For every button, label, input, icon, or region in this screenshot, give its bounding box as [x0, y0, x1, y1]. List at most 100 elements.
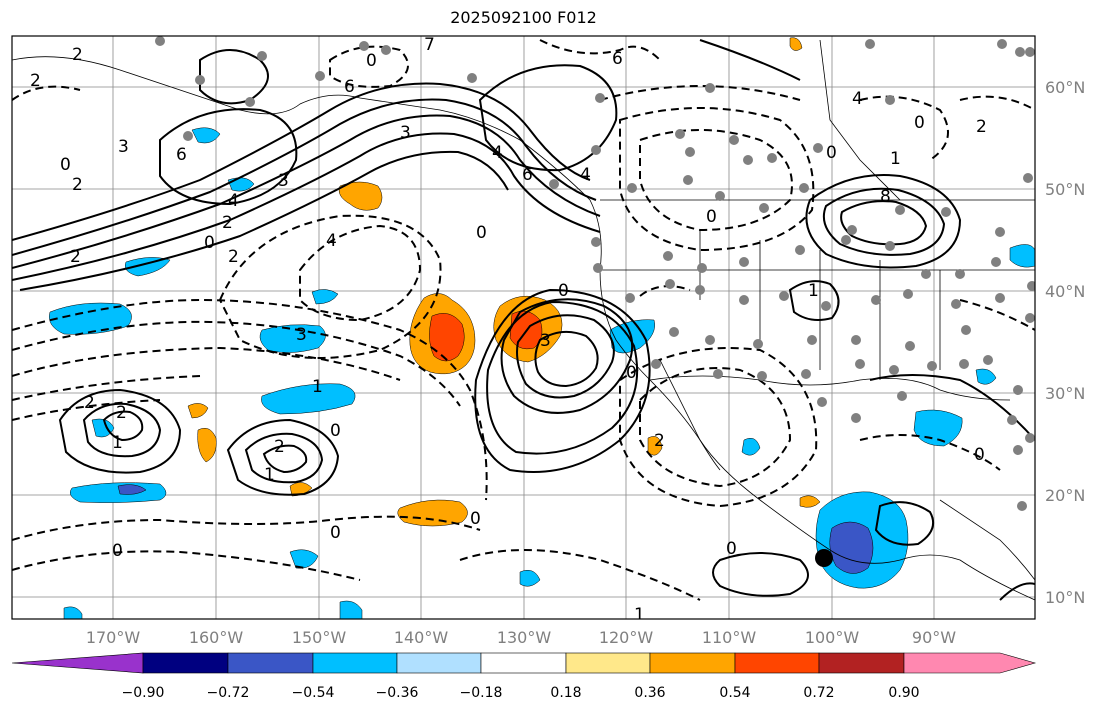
contour-label: 0 [726, 539, 737, 559]
warm-anomaly-145w [338, 181, 383, 211]
contour-label: 6 [176, 145, 187, 165]
contour-label: 3 [400, 123, 411, 143]
contour-label: 3 [118, 137, 129, 157]
cyclone-155w [226, 418, 340, 496]
contour-label: 0 [112, 541, 123, 561]
contour-label: 2 [70, 247, 81, 267]
lat-label: 40°N [1045, 282, 1085, 301]
contour-label: 2 [976, 117, 987, 137]
contour-label: 4 [852, 89, 863, 109]
high-center-north [805, 174, 962, 269]
contour-label: 4 [228, 191, 239, 211]
colorbar-tick-label: 0.36 [634, 685, 665, 701]
colorbar-tick-label: 0.72 [803, 685, 834, 701]
colorbar-segment [142, 652, 229, 674]
colorbar-ticks: −0.90 −0.72 −0.54 −0.36 −0.18 0.18 0.36 … [122, 685, 920, 701]
contour-label: 0 [826, 143, 837, 163]
lon-label: 120°W [599, 628, 654, 647]
colorbar-tick-label: −0.36 [376, 685, 419, 701]
lon-label: 140°W [394, 628, 449, 647]
contour-label: 4 [492, 143, 503, 163]
contour-label: 2 [84, 393, 95, 413]
contour-label: 3 [278, 171, 289, 191]
latitude-labels: 60°N 50°N 40°N 30°N 20°N 10°N [1045, 78, 1085, 607]
contour-label: 8 [880, 187, 891, 207]
contour-label: 0 [204, 233, 215, 253]
colorbar-tick-label: −0.90 [122, 685, 165, 701]
contours-positive [12, 39, 1035, 601]
contour-label: 2 [274, 437, 285, 457]
contour-label: 1 [264, 465, 275, 485]
cyclone-120w [500, 298, 634, 414]
colorbar-segment [11, 652, 144, 674]
colorbar-segment [818, 652, 905, 674]
lon-label: 110°W [702, 628, 757, 647]
contour-label: 0 [974, 445, 985, 465]
contour-label: 0 [60, 155, 71, 175]
lon-label: 130°W [497, 628, 552, 647]
contour-label: 4 [326, 231, 337, 251]
contour-label: 0 [330, 421, 341, 441]
contour-label: 0 [366, 51, 377, 71]
lat-label: 10°N [1045, 588, 1085, 607]
colorbar-segment [734, 652, 820, 674]
contour-label: 1 [312, 377, 323, 397]
contour-label: 0 [706, 207, 717, 227]
contour-label: 2 [72, 175, 83, 195]
location-marker [815, 549, 833, 567]
lat-label: 30°N [1045, 384, 1085, 403]
contour-label: 1 [112, 433, 123, 453]
colorbar-tick-label: −0.72 [207, 685, 250, 701]
contour-label: 1 [890, 149, 901, 169]
map-title: 2025092100 F012 [450, 8, 597, 27]
map-border [11, 35, 1036, 620]
colorbar-tick-label: 0.90 [888, 685, 919, 701]
contour-label: 1 [808, 281, 819, 301]
contour-label: 2 [222, 213, 233, 233]
longitude-labels: 170°W 160°W 150°W 140°W 130°W 120°W 110°… [86, 628, 956, 647]
lon-label: 90°W [912, 628, 956, 647]
contour-label: 0 [558, 281, 569, 301]
lon-label: 150°W [292, 628, 347, 647]
colorbar-tick-label: 0.54 [719, 685, 750, 701]
contour-label: 2 [30, 71, 41, 91]
colorbar-segment [649, 652, 736, 674]
colorbar-segment [396, 652, 482, 674]
colorbar-tick-label: −0.54 [292, 685, 335, 701]
lat-label: 50°N [1045, 180, 1085, 199]
contour-label: 2 [228, 247, 239, 267]
contour-label: 4 [580, 165, 591, 185]
contour-label: 6 [344, 77, 355, 97]
contour-label: 0 [476, 223, 487, 243]
lat-label: 20°N [1045, 486, 1085, 505]
colorbar-segment [565, 652, 651, 674]
contour-label: 0 [470, 509, 481, 529]
colorbar-tick-label: 0.18 [550, 685, 581, 701]
colorbar-segment [227, 652, 314, 674]
contour-label: 6 [612, 49, 623, 69]
colorbar-segment [312, 652, 398, 674]
contour-label: 3 [540, 331, 551, 351]
contour-label: 0 [330, 523, 341, 543]
contour-label: 6 [522, 165, 533, 185]
contour-label: 2 [72, 45, 83, 65]
trough-140w [299, 224, 422, 322]
contour-label: 0 [914, 113, 925, 133]
contour-label: 2 [654, 431, 665, 451]
lat-label: 60°N [1045, 78, 1085, 97]
lon-label: 100°W [805, 628, 860, 647]
colorbar-segment [480, 652, 567, 674]
colorbar [11, 652, 1037, 674]
lon-label: 170°W [86, 628, 141, 647]
warm-anomaly-140w-core [429, 313, 465, 362]
station-markers [155, 36, 1035, 511]
colorbar-segment [903, 652, 1037, 674]
contour-label: 7 [424, 35, 435, 55]
contour-label: 0 [626, 363, 637, 383]
colorbar-tick-label: −0.18 [460, 685, 503, 701]
contour-label: 3 [296, 325, 307, 345]
contour-label-group: 2 2 0 2 3 6 4 2 2 0 2 3 4 0 6 4 6 0 3 3 … [30, 35, 987, 625]
contour-label: 1 [634, 605, 645, 625]
contour-label: 2 [116, 403, 127, 423]
